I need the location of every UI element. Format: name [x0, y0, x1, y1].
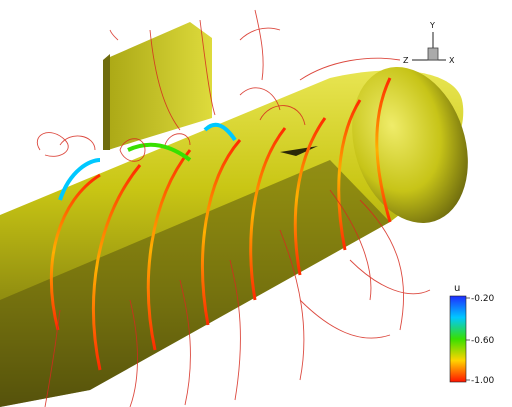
submarine-hull: [0, 67, 468, 407]
axis-z-label: Z: [403, 56, 409, 65]
colorbar: u -0.20 -0.60 -1.00: [449, 283, 495, 386]
colorbar-title: u: [454, 283, 460, 294]
axis-triad: Y Z X: [403, 21, 455, 65]
flow-slices: [49, 77, 392, 371]
colorbar-scale: [449, 295, 467, 383]
axis-y-label: Y: [429, 21, 435, 30]
axis-x-label: X: [449, 56, 455, 65]
colorbar-tick: -0.60: [471, 336, 495, 346]
colorbar-tick: -1.00: [471, 376, 495, 386]
colorbar-tick: -0.20: [471, 294, 495, 304]
contour-lines: [37, 9, 431, 407]
